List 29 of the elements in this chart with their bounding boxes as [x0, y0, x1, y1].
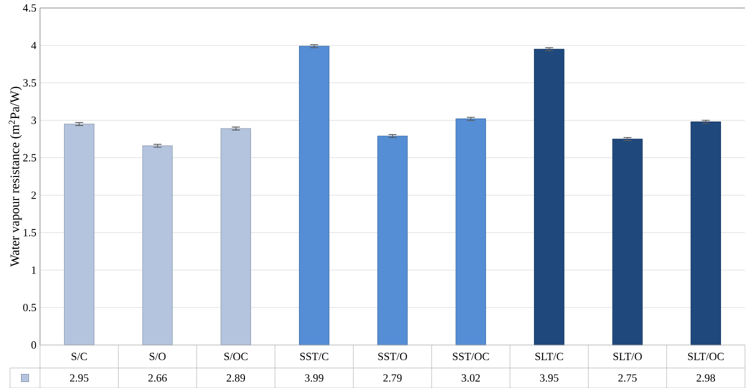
data-label: 2.89 — [226, 374, 246, 382]
y-tick-label: 3 — [32, 116, 36, 124]
data-label: 3.95 — [540, 374, 558, 382]
x-tick-label: SST/OC — [452, 352, 489, 360]
data-label: 2.98 — [696, 374, 716, 382]
x-tick-label: S/O — [150, 352, 166, 360]
y-tick-label: 2 — [31, 192, 36, 199]
y-tick-label: 4 — [31, 42, 36, 50]
data-label: 2.95 — [70, 374, 88, 382]
data-label: 2.75 — [618, 374, 637, 382]
x-tick-label: S/C — [72, 352, 87, 360]
y-tick-label: 1.5 — [24, 228, 36, 236]
y-tick-label: 0 — [31, 341, 36, 349]
data-label: 2.79 — [383, 374, 402, 382]
y-tick-label: 1 — [32, 266, 36, 274]
data-label: 3.99 — [305, 374, 324, 382]
x-tick-label: SLT/O — [613, 352, 642, 360]
data-label: 3.02 — [462, 374, 480, 382]
x-tick-label: SST/C — [300, 352, 328, 360]
x-tick-label: SLT/C — [535, 352, 564, 360]
x-tick-label: SLT/OC — [688, 352, 724, 360]
x-tick-label: SST/O — [378, 352, 408, 360]
y-tick-label: 3.5 — [23, 79, 36, 87]
data-label: 2.66 — [148, 374, 167, 382]
y-tick-label: 0.5 — [23, 304, 36, 312]
y-axis-title: Water vapour resistance (m$^{2}$Pa/W) — [8, 86, 22, 267]
y-tick-label: 4.5 — [22, 4, 36, 12]
x-tick-label: S/OC — [224, 352, 248, 360]
y-tick-label: 2.5 — [23, 154, 36, 162]
